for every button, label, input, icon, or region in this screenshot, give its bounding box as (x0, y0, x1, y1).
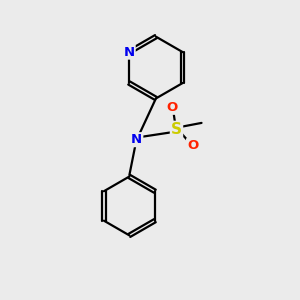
Text: O: O (187, 139, 198, 152)
Text: N: N (131, 133, 142, 146)
Text: O: O (167, 101, 178, 114)
Text: S: S (171, 122, 182, 137)
Text: N: N (124, 46, 135, 59)
